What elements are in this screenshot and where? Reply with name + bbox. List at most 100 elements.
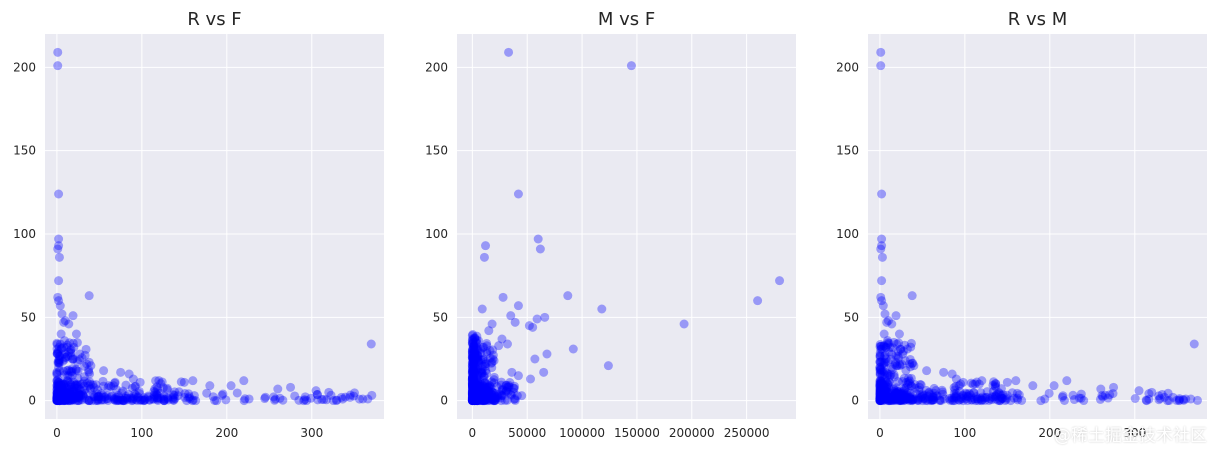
data-point — [478, 394, 488, 404]
data-point — [469, 396, 479, 406]
data-point — [57, 396, 67, 406]
data-point — [65, 391, 75, 401]
data-point — [973, 396, 983, 406]
data-point — [963, 396, 973, 406]
data-point — [72, 393, 82, 403]
data-point — [876, 395, 886, 405]
data-point — [906, 373, 916, 383]
data-point — [496, 390, 506, 400]
data-point — [504, 380, 514, 390]
data-point — [881, 354, 891, 364]
data-point — [68, 354, 78, 364]
data-point — [152, 389, 162, 399]
data-point — [883, 380, 893, 390]
y-tick-label: 200 — [836, 60, 859, 74]
data-point — [470, 394, 480, 404]
data-point — [1105, 390, 1115, 400]
data-point — [54, 252, 64, 262]
data-point — [881, 391, 891, 401]
data-point — [950, 396, 960, 406]
data-point — [875, 392, 885, 402]
data-point — [467, 386, 477, 396]
data-point — [888, 395, 898, 405]
data-point — [56, 385, 66, 395]
data-point — [472, 374, 482, 384]
data-point — [63, 376, 73, 386]
data-point — [476, 385, 486, 395]
data-point — [905, 362, 915, 372]
data-point — [54, 394, 64, 404]
data-point — [502, 339, 512, 349]
data-point — [140, 395, 150, 405]
data-point — [53, 349, 63, 359]
data-point — [58, 391, 68, 401]
data-point — [921, 395, 931, 405]
data-point — [474, 385, 484, 395]
data-point — [152, 393, 162, 403]
data-point — [467, 339, 477, 349]
data-point — [1155, 393, 1165, 403]
data-point — [907, 358, 917, 368]
data-point — [67, 395, 77, 405]
data-point — [467, 394, 477, 404]
data-point — [80, 361, 90, 371]
data-point — [467, 396, 477, 406]
data-point — [480, 396, 490, 406]
data-point — [59, 394, 69, 404]
data-point — [903, 394, 913, 404]
data-point — [883, 336, 893, 346]
data-point — [887, 349, 897, 359]
data-point — [1000, 396, 1010, 406]
data-point — [1079, 396, 1089, 406]
data-point — [891, 395, 901, 405]
data-point — [111, 384, 121, 394]
data-point — [483, 396, 493, 406]
data-point — [59, 379, 69, 389]
data-point — [67, 364, 77, 374]
data-point — [73, 396, 83, 406]
data-point — [923, 391, 933, 401]
data-point — [875, 394, 885, 404]
data-point — [876, 389, 886, 399]
data-point — [875, 395, 885, 405]
data-point — [468, 381, 478, 391]
data-point — [968, 379, 978, 389]
data-point — [471, 387, 481, 397]
data-point — [239, 396, 249, 406]
data-point — [485, 346, 495, 356]
data-point — [97, 392, 107, 402]
data-point — [982, 392, 992, 402]
data-point — [494, 341, 504, 351]
data-point — [485, 381, 495, 391]
data-point — [486, 389, 496, 399]
data-point — [54, 362, 64, 372]
data-point — [54, 234, 64, 244]
data-point — [473, 361, 483, 371]
data-point — [478, 381, 488, 391]
data-point — [473, 389, 483, 399]
data-point — [471, 392, 481, 402]
data-point — [53, 375, 63, 385]
data-point — [109, 395, 119, 405]
data-point — [880, 380, 890, 390]
data-point — [540, 312, 550, 322]
data-point — [879, 329, 889, 339]
data-point — [52, 394, 62, 404]
data-point — [72, 338, 82, 348]
data-point — [896, 344, 906, 354]
chart-title: R vs F — [187, 9, 241, 30]
data-point — [889, 370, 899, 380]
data-point — [74, 395, 84, 405]
data-point — [931, 386, 941, 396]
data-point — [53, 390, 63, 400]
data-point — [474, 390, 484, 400]
data-point — [528, 322, 538, 332]
data-point — [52, 392, 62, 402]
data-point — [476, 395, 486, 405]
data-point — [1154, 395, 1164, 405]
data-point — [60, 379, 70, 389]
data-point — [913, 393, 923, 403]
data-point — [479, 342, 489, 352]
data-point — [893, 387, 903, 397]
data-point — [61, 352, 71, 362]
